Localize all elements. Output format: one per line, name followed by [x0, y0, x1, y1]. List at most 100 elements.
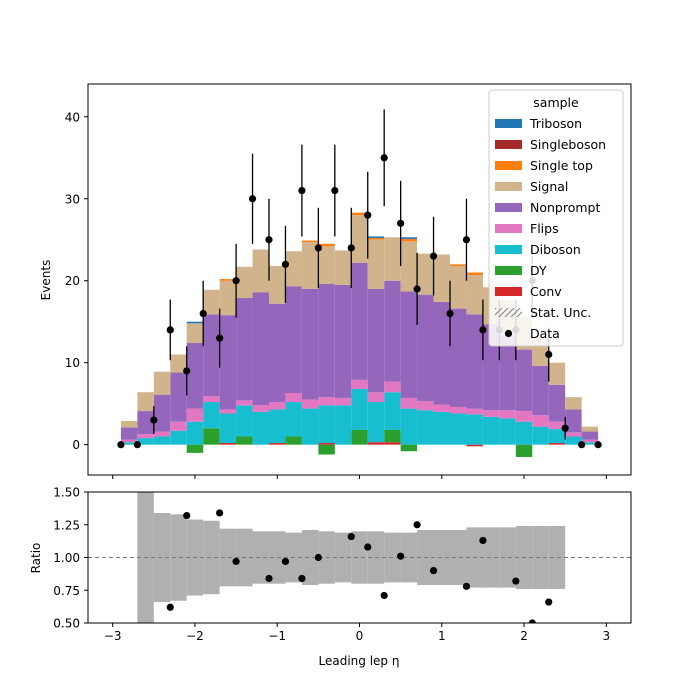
ratio-point [216, 509, 224, 517]
bar-segment [499, 418, 516, 445]
ratio-point [183, 511, 191, 520]
legend-swatch [495, 119, 522, 128]
ratio-panel: −3 −2 −1 0 1 2 3 0.50 0.75 1.00 1.25 1.50 Ratio Le… [29, 486, 632, 668]
bar-segment [120, 442, 138, 445]
bar-segment [236, 266, 253, 298]
bar-segment [565, 436, 582, 445]
y-tick-label: 30 [65, 192, 80, 206]
legend-entry: Conv [495, 284, 562, 299]
bar-segment [236, 436, 253, 445]
bar-segment [203, 428, 220, 445]
bar-segment [318, 444, 335, 455]
bar-segment [301, 288, 319, 400]
bar-segment [318, 443, 335, 445]
bar-segment [466, 272, 483, 275]
bar-segment [499, 334, 516, 411]
bar-segment [186, 321, 204, 324]
data-point [561, 424, 569, 432]
main-x-ticks [112, 475, 607, 479]
ratio-point [347, 532, 355, 541]
bar-segment [301, 399, 319, 409]
bar-segment [285, 402, 302, 437]
ratio-point [545, 598, 553, 606]
ratio-point [512, 577, 520, 585]
bar-segment [269, 265, 286, 304]
bar-segment [120, 427, 138, 440]
y-tick-label: 0 [72, 438, 80, 452]
legend-entry: Single top [495, 158, 593, 173]
bar-segment [351, 262, 368, 380]
uncertainty-bin [548, 526, 566, 589]
bar-segment [236, 400, 253, 406]
bar-segment [252, 411, 269, 445]
data-point [133, 441, 141, 449]
y-tick-label: 1.25 [53, 518, 80, 532]
ratio-point [232, 557, 240, 566]
bar-segment [318, 243, 335, 247]
bar-segment [153, 394, 171, 432]
bar-segment [137, 392, 154, 412]
y-tick-label: 1.50 [53, 486, 80, 500]
legend: sample Triboson Singleboson Single top Signa… [488, 89, 624, 347]
bar-segment [318, 284, 335, 398]
legend-box [488, 89, 624, 347]
bar-segment [400, 291, 418, 398]
bar-segment [565, 409, 582, 433]
uncertainty-bin [203, 520, 220, 595]
bar-segment [351, 212, 368, 216]
series-diboson [120, 388, 599, 445]
bar-segment [334, 250, 352, 285]
bar-segment [137, 434, 154, 439]
bar-segment [450, 406, 467, 414]
bar-segment [433, 254, 450, 303]
bar-segment [433, 302, 450, 405]
bar-segment [219, 279, 237, 281]
bar-segment [186, 323, 204, 344]
bar-segment [433, 411, 450, 445]
x-tick-label: 0 [356, 629, 364, 643]
legend-entry: Triboson [495, 116, 582, 131]
data-point [331, 186, 339, 195]
uncertainty-bin [170, 514, 187, 601]
ratio-point [364, 543, 372, 551]
x-tick-label: 3 [602, 629, 610, 643]
bar-segment [384, 429, 401, 443]
bar-segment [384, 280, 401, 382]
data-point [166, 326, 174, 334]
legend-title: sample [533, 95, 579, 110]
bar-segment [285, 436, 302, 445]
bar-segment [219, 443, 237, 445]
bar-segment [548, 443, 566, 445]
ratio-point [462, 582, 471, 590]
y-tick-label: 40 [65, 110, 80, 124]
legend-entry: Data [504, 326, 560, 341]
legend-label: Diboson [530, 242, 581, 257]
bar-segment [367, 442, 385, 445]
bar-segment [384, 237, 401, 281]
bar-segment [515, 411, 533, 422]
uncertainty-bin [252, 531, 269, 584]
ratio-x-ticks: −3 −2 −1 0 1 2 3 [104, 623, 610, 643]
bar-segment [170, 421, 187, 431]
data-point [183, 367, 191, 375]
legend-entry: DY [495, 263, 547, 278]
bar-segment [384, 442, 401, 445]
bar-segment [137, 438, 154, 445]
bar-segment [203, 289, 220, 315]
ratio-point [413, 521, 421, 529]
bar-segment [581, 431, 599, 440]
series-conv [219, 442, 566, 447]
bar-segment [548, 362, 566, 385]
data-point [150, 416, 158, 424]
bar-segment [252, 292, 269, 406]
bar-segment [548, 384, 566, 422]
bar-segment [384, 381, 401, 393]
uncertainty-bin [482, 527, 500, 588]
bar-segment [351, 388, 368, 430]
bar-segment [417, 253, 434, 295]
bar-segment [170, 354, 187, 373]
bar-segment [482, 410, 500, 417]
data-point [199, 309, 207, 318]
data-point [545, 350, 553, 359]
legend-entry: Stat. Unc. [495, 305, 591, 320]
